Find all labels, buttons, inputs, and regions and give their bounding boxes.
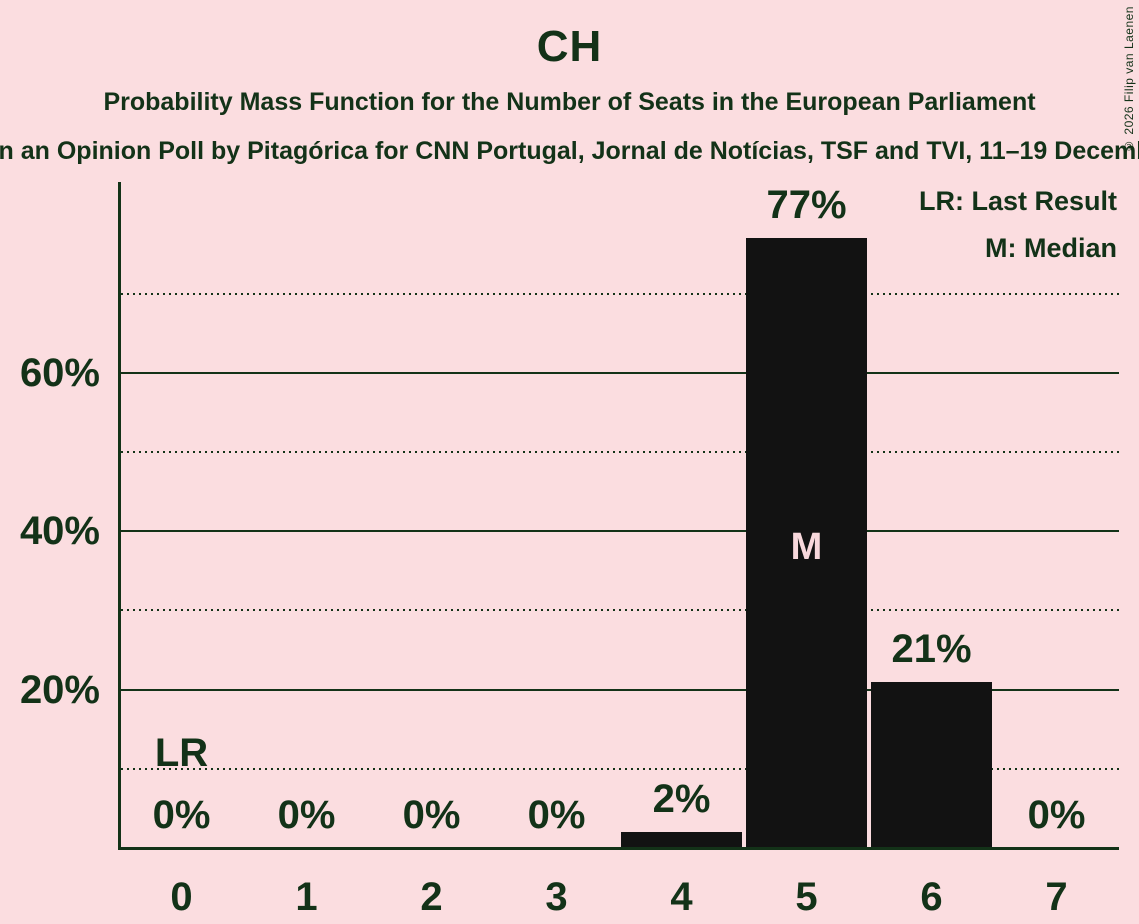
bar-value-label: 0% (152, 793, 211, 837)
last-result-annotation: LR (154, 731, 209, 775)
gridline-solid (121, 371, 1119, 374)
median-annotation: M (790, 526, 823, 568)
gridline-solid (121, 530, 1119, 533)
bar-value-label: 0% (277, 793, 336, 837)
bar-value-label: 21% (891, 627, 972, 671)
bar-value-label: 77% (766, 183, 847, 227)
x-tick-label: 2 (420, 875, 443, 919)
bar-value-label: 0% (402, 793, 461, 837)
gridline-dotted (121, 767, 1119, 770)
y-tick-label: 20% (19, 667, 100, 712)
chart-title: CH (536, 22, 603, 71)
chart-source-line: Based on an Opinion Poll by Pitagórica f… (0, 137, 1139, 165)
gridline-solid (121, 688, 1119, 691)
x-tick-label: 7 (1045, 875, 1068, 919)
y-tick-label: 60% (19, 350, 100, 395)
legend-lr-entry: LR: Last Result (918, 186, 1117, 216)
bar-value-label: 2% (652, 777, 711, 821)
x-tick-label: 1 (295, 875, 318, 919)
bar (621, 832, 742, 848)
x-tick-label: 0 (170, 875, 193, 919)
gridline-dotted (121, 292, 1119, 295)
bar-value-label: 0% (1027, 793, 1086, 837)
y-axis (118, 182, 121, 850)
gridline-dotted (121, 451, 1119, 453)
x-axis (118, 847, 1119, 850)
x-tick-label: 6 (920, 875, 943, 919)
chart-subtitle: Probability Mass Function for the Number… (103, 88, 1036, 116)
x-tick-label: 5 (795, 875, 818, 919)
bar (746, 238, 867, 848)
x-tick-label: 4 (670, 875, 693, 919)
chart-legend: LR: Last Result M: Median (919, 178, 1117, 272)
y-tick-label: 40% (19, 509, 100, 554)
gridline-dotted (121, 609, 1119, 612)
bar (871, 682, 992, 848)
bar-value-label: 0% (527, 793, 586, 837)
x-tick-label: 3 (545, 875, 568, 919)
legend-median-entry: M: Median (985, 233, 1117, 263)
